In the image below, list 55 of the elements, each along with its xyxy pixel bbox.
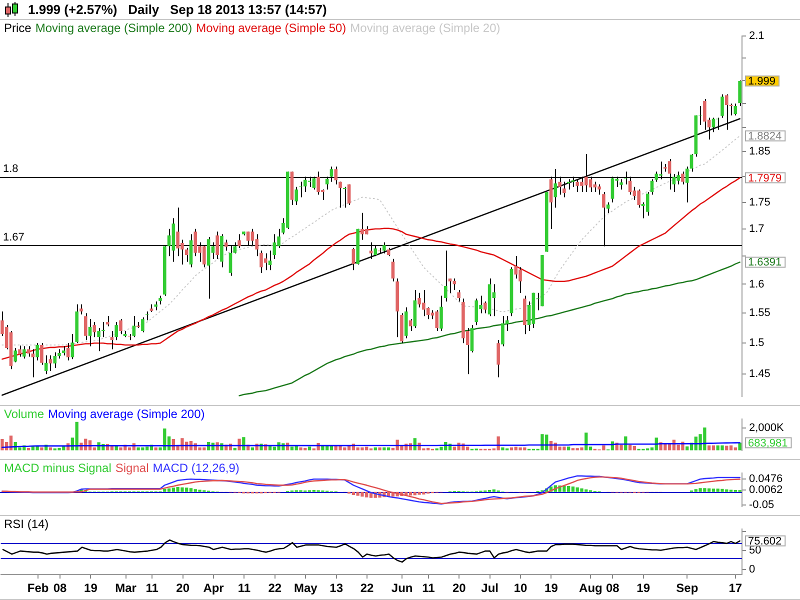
series-label: Volume	[4, 407, 44, 421]
y-tick-label: 0.0062	[749, 484, 783, 496]
x-tick-label: 13	[330, 581, 344, 596]
x-tick-label: 10	[514, 581, 528, 596]
ref-line-label: 1.67	[3, 232, 24, 244]
text: 683,981	[748, 437, 788, 450]
series-label: MACD (12,26,9)	[152, 461, 240, 475]
legend-label: Price	[4, 21, 32, 35]
y-tick-label: 1.75	[749, 196, 770, 208]
y-tick-label: 1.5	[749, 337, 764, 350]
ref-line-label: 1.8	[3, 163, 18, 176]
x-tick-label: Mar	[115, 581, 137, 596]
y-tick-label: 0	[749, 564, 756, 576]
series-label: Signal	[115, 461, 149, 475]
y-tick-label: 50	[749, 544, 762, 557]
series-label: MACD minus Signal	[4, 461, 112, 475]
x-tick-label: Feb	[27, 581, 49, 596]
x-tick-label: Apr	[203, 581, 224, 596]
y-tick-label: 1.6	[749, 278, 764, 290]
x-tick-label: Sep	[676, 581, 698, 596]
y-tick-label: 1.85	[749, 146, 770, 158]
chart-title: 1.999 (+2.57%) Daily Sep 18 2013 13:57 (14:57)	[28, 2, 327, 17]
text: Moving average (Simple 200)	[35, 21, 192, 35]
x-tick-label: Aug	[579, 581, 602, 596]
y-tick-label: 0.0476	[749, 473, 783, 486]
text: 1.7979	[748, 172, 782, 184]
x-tick-label: 08	[606, 581, 620, 596]
x-tick-label: 20	[176, 581, 190, 596]
y-tick-label: 2,000K	[749, 422, 785, 434]
x-tick-label: 19	[544, 581, 558, 596]
text: 75.602	[748, 535, 782, 548]
x-tick-label: 11	[422, 581, 436, 596]
series-label: RSI (14)	[4, 517, 49, 531]
x-tick-label: 22	[360, 581, 374, 596]
text: Moving average (Simple 50)	[196, 21, 346, 35]
text: Moving average (Simple 200)	[48, 407, 205, 421]
x-tick-label: Jun	[391, 581, 413, 596]
y-tick-label: 1.55	[749, 307, 770, 320]
x-tick-label: 08	[53, 581, 68, 596]
text: 1.8824	[748, 130, 782, 142]
x-tick-label: 11	[146, 581, 159, 596]
text: 1.6391	[748, 256, 782, 269]
y-tick-label: 2.1	[749, 30, 764, 42]
y-tick-label: 1.7	[749, 222, 764, 235]
text: 1.999	[748, 76, 776, 88]
y-tick-label: 1.45	[749, 368, 770, 380]
x-tick-label: 20	[452, 581, 466, 596]
x-tick-label: 19	[84, 581, 98, 596]
x-tick-label: 11	[238, 581, 251, 596]
x-tick-label: Jul	[481, 581, 498, 596]
x-tick-label: 22	[268, 581, 282, 596]
x-tick-label: 17	[728, 581, 742, 596]
x-tick-label: May	[294, 581, 318, 596]
x-tick-label: 19	[636, 581, 650, 596]
y-tick-label: -0.05	[749, 499, 774, 512]
